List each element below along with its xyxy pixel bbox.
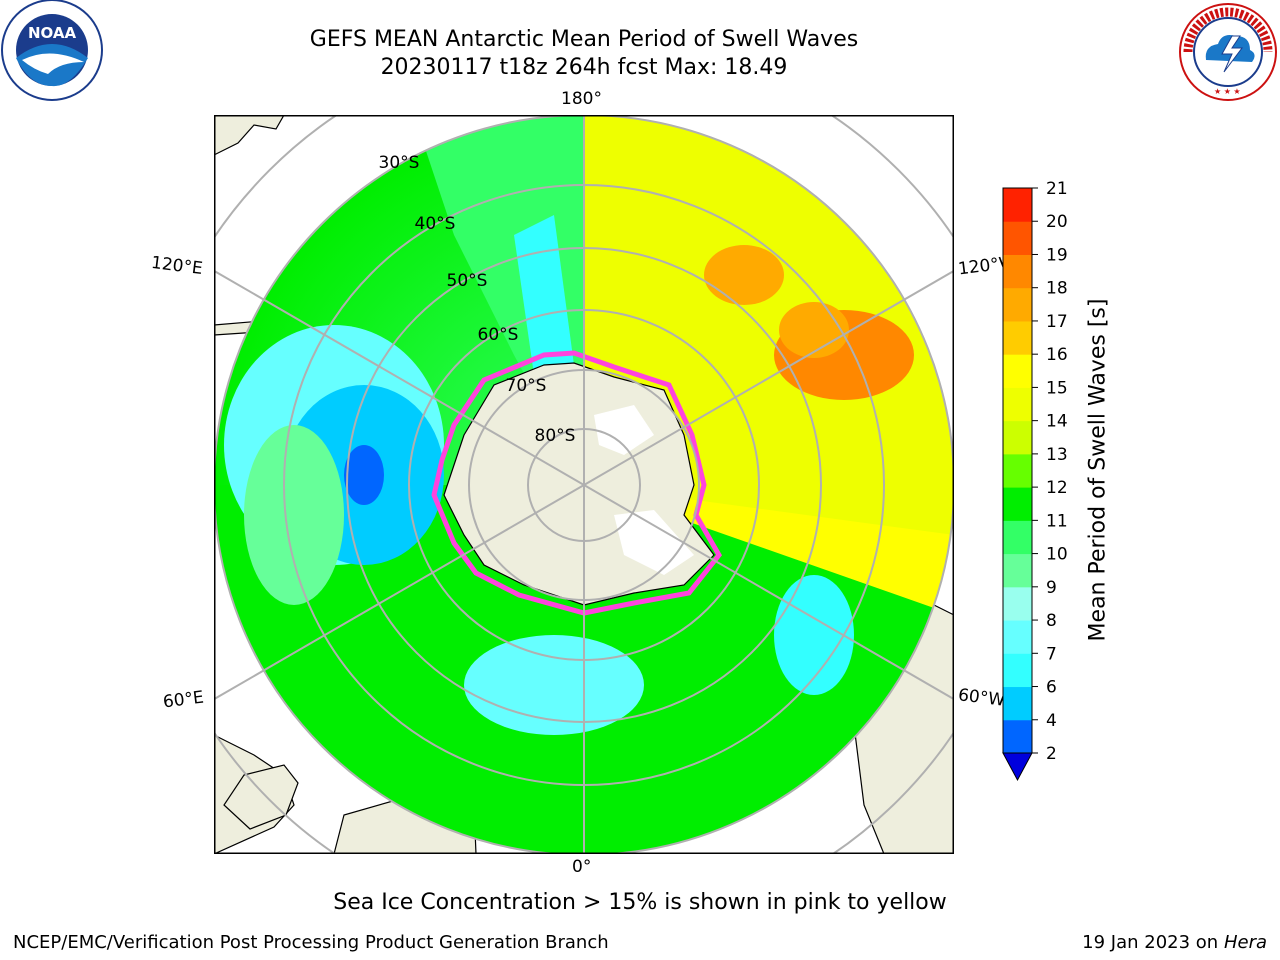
footer-credit: NCEP/EMC/Verification Post Processing Pr… [13,932,609,953]
lon-label-180: 180° [561,89,602,109]
lon-label-60e: 60°E [161,687,205,713]
colorbar-swatch [1003,620,1032,654]
colorbar-tick-label: 12 [1046,478,1068,498]
colorbar-swatch [1003,420,1032,455]
lon-label-0: 0° [572,857,592,877]
colorbar-swatch [1003,188,1032,222]
sea-ice-edge [431,350,723,616]
footer-date: 19 Jan 2023 on Hera [1082,932,1267,953]
colorbar-tick-label: 20 [1046,212,1068,232]
colorbar-tick-label: 14 [1046,412,1068,432]
colorbar-swatch [1003,387,1032,422]
colorbar-tick-label: 21 [1046,180,1068,199]
colorbar-tick-label: 6 [1046,678,1057,698]
colorbar-swatch [1003,520,1032,555]
lon-label-120e: 120°E [149,252,204,280]
lat-label-40s: 40°S [415,214,456,234]
graticule [214,115,954,854]
colorbar-swatch [1003,221,1032,255]
lat-label-80s: 80°S [535,426,576,446]
colorbar-tick-label: 8 [1046,611,1057,631]
noaa-logo: NOAA [1,0,103,101]
lat-label-30s: 30°S [379,153,420,173]
colorbar-tick-label: 18 [1046,279,1068,299]
colorbar-swatch [1003,686,1032,721]
colorbar-tick-label: 17 [1046,312,1068,332]
lat-label-70s: 70°S [506,376,547,396]
colorbar-swatch [1003,354,1032,388]
colorbar-swatch [1003,719,1032,754]
colorbar-swatch [1003,653,1032,688]
colorbar-tick-label: 7 [1046,644,1057,664]
chart-subtitle: 20230117 t18z 264h fcst Max: 18.49 [380,55,788,80]
colorbar-tick-label: 15 [1046,378,1068,398]
colorbar-swatch [1003,487,1032,521]
colorbar-tick-label: 11 [1046,511,1068,531]
nws-logo: ★ ★ ★ [1179,3,1277,101]
colorbar-tick-label: 10 [1046,545,1068,565]
colorbar-tick-label: 4 [1046,711,1057,731]
footer-host: Hera [1223,932,1267,953]
colorbar-tick-label: 2 [1046,744,1057,764]
colorbar-swatch [1003,287,1032,322]
colorbar-swatch [1003,453,1032,488]
colorbar-swatch [1003,553,1032,588]
colorbar-tick-label: 9 [1046,578,1057,598]
polar-map: 30°S 40°S 50°S 60°S 70°S 80°S [214,115,954,854]
colorbar-swatch [1003,320,1032,355]
lat-label-60s: 60°S [478,325,519,345]
chart-title: GEFS MEAN Antarctic Mean Period of Swell… [309,27,859,52]
colorbar-extend-arrow [1002,752,1033,782]
svg-text:★ ★ ★: ★ ★ ★ [1214,87,1241,96]
sea-ice-note: Sea Ice Concentration > 15% is shown in … [333,890,947,915]
colorbar-tick-label: 16 [1046,345,1068,365]
lat-label-50s: 50°S [447,271,488,291]
colorbar-tick-label: 13 [1046,445,1068,465]
colorbar-swatch [1003,254,1032,289]
noaa-logo-text: NOAA [28,24,77,42]
colorbar-title: Mean Period of Swell Waves [s] [1085,298,1111,642]
map-frame [214,115,954,854]
colorbar-tick-label: 19 [1046,245,1068,265]
footer-date-text: 19 Jan 2023 on [1082,932,1224,953]
colorbar-frame [1002,187,1033,754]
colorbar-swatch [1003,586,1032,621]
colorbar: 2 4 6 7 8 9 10 11 12 13 14 15 16 17 18 19 20 21 [1002,180,1068,782]
